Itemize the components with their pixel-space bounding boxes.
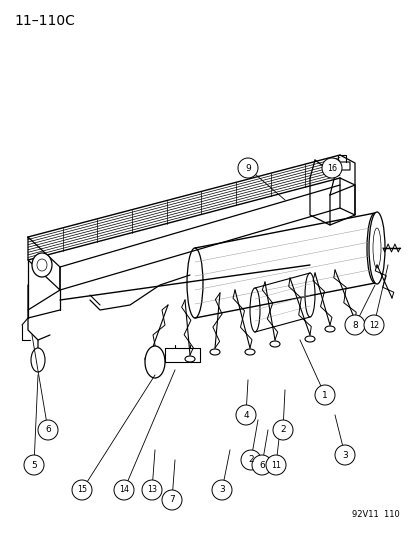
Ellipse shape — [209, 349, 219, 355]
Text: 9: 9 — [244, 164, 250, 173]
Ellipse shape — [145, 356, 154, 362]
Ellipse shape — [304, 336, 314, 342]
Circle shape — [38, 420, 58, 440]
Circle shape — [321, 158, 341, 178]
Ellipse shape — [349, 321, 359, 327]
Text: 7: 7 — [169, 496, 174, 505]
Text: 3: 3 — [341, 450, 347, 459]
Ellipse shape — [244, 349, 254, 355]
Circle shape — [142, 480, 161, 500]
Text: 5: 5 — [31, 461, 37, 470]
Circle shape — [237, 158, 257, 178]
Text: 6: 6 — [259, 461, 264, 470]
Circle shape — [266, 455, 285, 475]
Circle shape — [211, 480, 231, 500]
Text: 14: 14 — [119, 486, 129, 495]
Text: 92V11  110: 92V11 110 — [351, 510, 399, 519]
Ellipse shape — [269, 341, 279, 347]
Circle shape — [240, 450, 260, 470]
Circle shape — [344, 315, 364, 335]
Text: 1: 1 — [321, 391, 327, 400]
Text: 15: 15 — [77, 486, 87, 495]
Circle shape — [161, 490, 182, 510]
Text: 6: 6 — [45, 425, 51, 434]
Circle shape — [252, 455, 271, 475]
Circle shape — [72, 480, 92, 500]
Ellipse shape — [145, 346, 165, 378]
Circle shape — [334, 445, 354, 465]
Ellipse shape — [368, 212, 384, 284]
Ellipse shape — [324, 326, 334, 332]
Ellipse shape — [31, 348, 45, 372]
Text: 13: 13 — [147, 486, 157, 495]
Circle shape — [24, 455, 44, 475]
Circle shape — [235, 405, 255, 425]
Text: 12: 12 — [368, 320, 378, 329]
Ellipse shape — [185, 356, 195, 362]
Circle shape — [314, 385, 334, 405]
Text: 4: 4 — [242, 410, 248, 419]
Text: 2: 2 — [280, 425, 285, 434]
Text: 2: 2 — [247, 456, 253, 464]
Text: 11–110C: 11–110C — [14, 14, 75, 28]
Text: 16: 16 — [326, 164, 336, 173]
Ellipse shape — [32, 253, 52, 277]
Circle shape — [363, 315, 383, 335]
Circle shape — [272, 420, 292, 440]
Text: 3: 3 — [218, 486, 224, 495]
Circle shape — [114, 480, 134, 500]
Text: 11: 11 — [271, 461, 280, 470]
Text: 8: 8 — [351, 320, 357, 329]
